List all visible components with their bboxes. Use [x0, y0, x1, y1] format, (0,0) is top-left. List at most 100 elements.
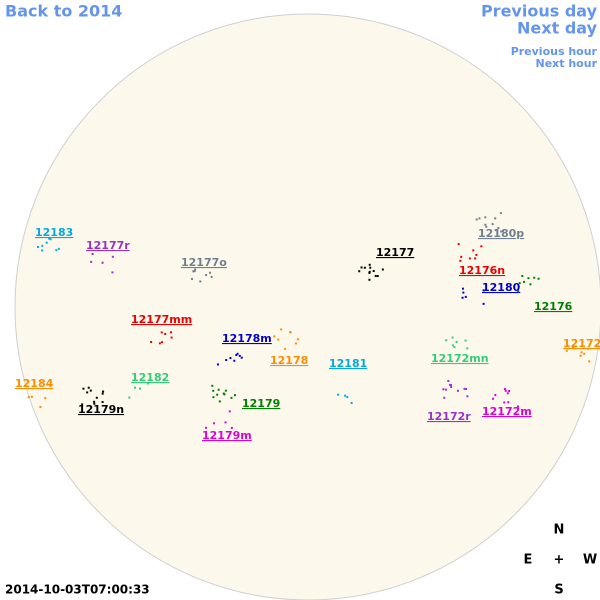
compass-center: + [554, 553, 565, 568]
sunspot [506, 392, 509, 395]
sunspot [212, 396, 215, 399]
sunspot [579, 354, 582, 357]
sunspot [87, 386, 90, 389]
sunspot [218, 400, 221, 403]
region-link[interactable]: 12180 [482, 281, 521, 294]
sunspot [369, 266, 372, 269]
sunspot [565, 349, 568, 352]
sunspot [128, 396, 131, 399]
sunspot [39, 406, 42, 409]
sunspot [459, 259, 462, 262]
region-link[interactable]: 12177 [376, 246, 414, 259]
sunspot [277, 338, 280, 341]
sunspot [478, 217, 481, 220]
previous-hour-link[interactable]: Previous hour [511, 45, 598, 58]
region-link[interactable]: 12179m [202, 429, 252, 442]
next-hour-link[interactable]: Next hour [536, 57, 598, 70]
region-link[interactable]: 12172m [482, 405, 532, 418]
sunspot [573, 347, 576, 350]
region-link[interactable]: 12172 [563, 337, 600, 350]
sunspot [374, 274, 377, 277]
sunspot [48, 237, 51, 240]
sunspot [217, 388, 220, 391]
region-link[interactable]: 12178m [222, 332, 272, 345]
sunspot [57, 247, 60, 250]
sunspot [161, 341, 164, 344]
sunspot [456, 389, 459, 392]
sunspot [449, 383, 452, 386]
region-link[interactable]: 12182 [131, 371, 169, 384]
sunspot [238, 354, 241, 357]
next-day-link[interactable]: Next day [517, 19, 598, 38]
sunspot [102, 390, 105, 393]
sunspot [381, 268, 384, 271]
sunspot [508, 389, 511, 392]
region-link[interactable]: 12179n [78, 403, 124, 416]
sunspot [222, 392, 225, 395]
sunspot [350, 401, 353, 404]
sunspot [158, 342, 161, 345]
region-link[interactable]: 12176 [534, 300, 573, 313]
region-link[interactable]: 12179 [242, 397, 280, 410]
region-link[interactable]: 12183 [35, 226, 73, 239]
sunspot [224, 389, 227, 392]
sunspot [521, 275, 524, 278]
region-link[interactable]: 12177o [181, 256, 227, 269]
sunspot [443, 396, 446, 399]
sunspot [368, 263, 371, 266]
region-link[interactable]: 12178 [270, 354, 308, 367]
sunspot [90, 260, 93, 263]
region-link[interactable]: 12181 [329, 357, 367, 370]
sunspot [289, 331, 292, 334]
sunspot [529, 283, 532, 286]
sunspot [284, 347, 287, 350]
previous-day-link[interactable]: Previous day [481, 2, 598, 21]
sunspot [82, 387, 85, 390]
sunspot [500, 230, 503, 233]
sunspot [213, 422, 216, 425]
sunspot [442, 388, 445, 391]
sunspot [235, 354, 238, 357]
compass-south: S [554, 583, 563, 598]
sunspot [450, 385, 453, 388]
compass-east: E [524, 553, 533, 568]
region-link[interactable]: 12172r [427, 410, 471, 423]
sunspot [205, 426, 208, 429]
solar-disk [14, 13, 600, 600]
sunspot [191, 277, 194, 280]
region-link[interactable]: 12176n [459, 264, 505, 277]
sunspot [464, 339, 467, 342]
sunspot [368, 270, 371, 273]
sunspot [451, 336, 454, 339]
sunspot [229, 357, 232, 360]
sunspot [461, 287, 464, 290]
sunspot [466, 347, 469, 350]
sunspot [504, 389, 507, 392]
sunspot [225, 359, 228, 362]
sunspot [533, 276, 536, 279]
region-link[interactable]: 12177mm [131, 313, 192, 326]
region-link[interactable]: 12172mn [431, 352, 489, 365]
sunspot [344, 394, 347, 397]
region-link[interactable]: 12184 [15, 377, 54, 390]
sunspot [230, 426, 233, 429]
sunspot [580, 351, 583, 354]
back-link[interactable]: Back to 2014 [5, 2, 122, 21]
sunspot [133, 386, 136, 389]
sunspot [273, 335, 276, 338]
sunspot [170, 331, 173, 334]
sunspot [494, 217, 497, 220]
sunspot [93, 402, 96, 405]
sunspot [138, 387, 141, 390]
sunspot [372, 270, 375, 273]
sunspot [363, 266, 366, 269]
sunspot [44, 397, 47, 400]
sunspot [209, 271, 212, 274]
sunspot [164, 332, 167, 335]
sunspot [480, 245, 483, 248]
sunspot [296, 338, 299, 341]
sunspot [194, 268, 197, 271]
region-link[interactable]: 12180p [478, 227, 524, 240]
region-link[interactable]: 12177r [86, 239, 130, 252]
sunspot [445, 339, 448, 342]
